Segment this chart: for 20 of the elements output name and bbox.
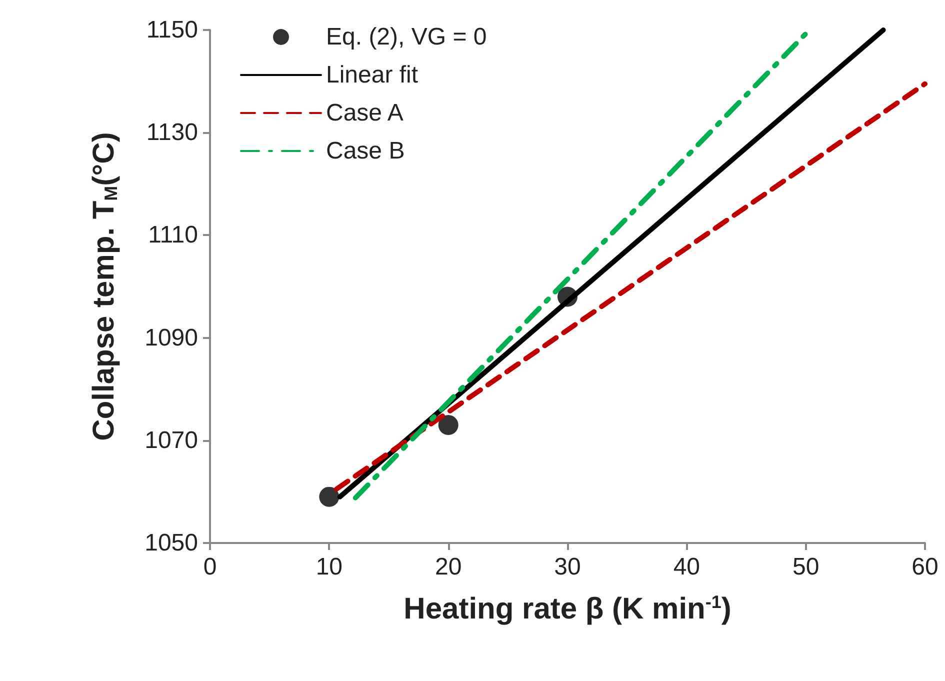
point — [319, 486, 340, 507]
x-tick-label: 30 — [554, 554, 581, 580]
y-axis-title: Collapse temp. TM(°C) — [88, 132, 121, 441]
y-tick-label: 1090 — [144, 324, 198, 352]
y-tick-label: 1070 — [144, 426, 198, 454]
x-tick-label: 0 — [203, 554, 217, 580]
y-tick-label: 1050 — [144, 530, 198, 556]
y-tick-label: 1110 — [148, 222, 198, 249]
x-tick-label: 60 — [912, 554, 938, 580]
legend-label: Linear fit — [326, 62, 418, 88]
y-tick-label: 1130 — [146, 119, 198, 146]
y-tick-label: 1150 — [146, 16, 198, 44]
legend-label: Case B — [326, 138, 405, 164]
legend-label: Eq. (2), VG = 0 — [326, 24, 487, 50]
x-tick-label: 40 — [673, 554, 700, 580]
x-tick-label: 20 — [434, 554, 462, 580]
legend-label: Case A — [326, 100, 404, 126]
x-tick-label: 10 — [316, 554, 343, 580]
x-tick-label: 50 — [792, 554, 820, 580]
point — [438, 415, 458, 436]
